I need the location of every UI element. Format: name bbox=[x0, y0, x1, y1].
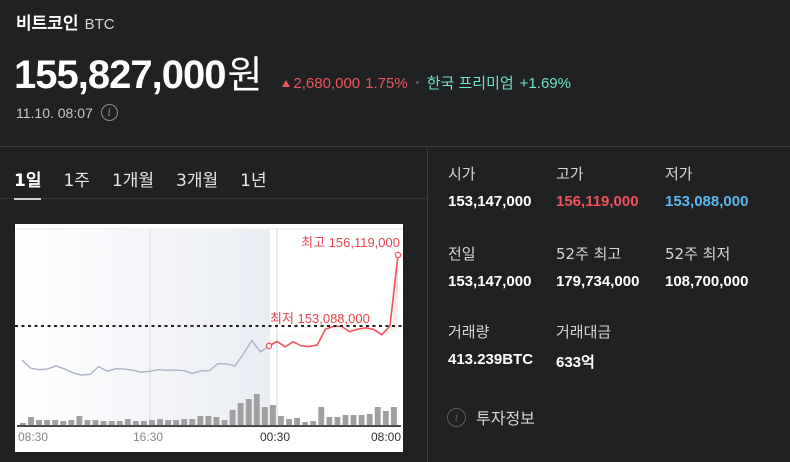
stat-prev-close-label: 전일 bbox=[448, 245, 476, 263]
tab-1year[interactable]: 1년 bbox=[240, 171, 267, 191]
stat-52w-high-value: 179,734,000 bbox=[556, 273, 640, 290]
investment-info-label: 투자정보 bbox=[476, 409, 535, 428]
stat-52w-low: 52주 최저 108,700,000 bbox=[665, 243, 748, 290]
stat-high-value: 156,119,000 bbox=[556, 193, 639, 210]
previous-session-line bbox=[21, 339, 270, 376]
price-chart-svg: 최고 156,119,000 최저 153,088,000 08:30 16:3… bbox=[15, 228, 403, 444]
volume-bars bbox=[20, 394, 397, 425]
stat-low-value: 153,088,000 bbox=[665, 193, 749, 210]
stat-volume-value: 413.239BTC bbox=[448, 351, 534, 368]
change-amount: 2,680,000 bbox=[293, 75, 361, 92]
previous-session-background bbox=[15, 230, 270, 428]
chart-panel: 1일 1주 1개월 3개월 1년 최고 156 bbox=[0, 148, 428, 462]
info-icon[interactable]: i bbox=[100, 104, 118, 121]
tab-1month[interactable]: 1개월 bbox=[111, 171, 155, 191]
stat-volume-label: 거래량 bbox=[448, 323, 490, 341]
price-row: 155,827,000 원 2,680,000 1.75% 한국 프리미엄 +1… bbox=[14, 44, 571, 99]
stat-low: 저가 153,088,000 bbox=[665, 163, 748, 210]
tab-3month[interactable]: 3개월 bbox=[176, 171, 219, 191]
stat-trade-value: 거래대금 633억 bbox=[556, 321, 611, 372]
x-tick-1: 16:30 bbox=[133, 430, 163, 444]
stat-prev-close-value: 153,147,000 bbox=[448, 273, 532, 290]
price-timestamp: 11.10. 08:07 i bbox=[16, 104, 118, 121]
up-arrow-icon bbox=[282, 80, 291, 87]
stat-open-label: 시가 bbox=[448, 165, 476, 183]
stat-52w-low-value: 108,700,000 bbox=[665, 273, 749, 290]
change-percent: 1.75% bbox=[365, 75, 408, 92]
period-tabs: 1일 1주 1개월 3개월 1년 bbox=[0, 148, 428, 200]
x-tick-3: 08:00 bbox=[371, 430, 401, 444]
investment-info-link[interactable]: i 투자정보 bbox=[447, 405, 535, 429]
stats-panel: 시가 153,147,000 고가 156,119,000 저가 153,088… bbox=[429, 148, 790, 462]
current-price: 155,827,000 bbox=[14, 53, 226, 97]
x-tick-2: 00:30 bbox=[260, 430, 290, 444]
timestamp-text: 11.10. 08:07 bbox=[16, 104, 93, 121]
high-annotation: 최고 156,119,000 bbox=[301, 235, 400, 250]
info-icon: i bbox=[447, 407, 466, 427]
coin-title: 비트코인 BTC bbox=[16, 9, 115, 34]
stat-52w-low-label: 52주 최저 bbox=[665, 245, 731, 263]
price-change: 2,680,000 1.75% 한국 프리미엄 +1.69% bbox=[282, 72, 571, 93]
stat-high: 고가 156,119,000 bbox=[556, 163, 639, 210]
stat-prev-close: 전일 153,147,000 bbox=[448, 243, 531, 290]
stat-trade-value-label: 거래대금 bbox=[556, 323, 612, 341]
price-unit: 원 bbox=[227, 53, 263, 97]
korea-premium-label: 한국 프리미엄 bbox=[426, 75, 514, 92]
stat-high-label: 고가 bbox=[556, 165, 584, 183]
x-tick-0: 08:30 bbox=[18, 430, 48, 444]
coin-symbol: BTC bbox=[84, 16, 115, 33]
stat-52w-high-label: 52주 최고 bbox=[556, 245, 622, 263]
korea-premium-value: +1.69% bbox=[519, 75, 571, 92]
current-session-line bbox=[265, 251, 402, 350]
stat-52w-high: 52주 최고 179,734,000 bbox=[556, 243, 639, 290]
stat-open: 시가 153,147,000 bbox=[448, 163, 531, 210]
coin-header: 비트코인 BTC 155,827,000 원 2,680,000 1.75% 한… bbox=[0, 0, 790, 147]
tab-1week[interactable]: 1주 bbox=[63, 171, 90, 191]
price-chart[interactable]: 최고 156,119,000 최저 153,088,000 08:30 16:3… bbox=[15, 224, 403, 452]
stat-low-label: 저가 bbox=[665, 165, 693, 183]
coin-name: 비트코인 bbox=[16, 14, 79, 34]
tab-1day[interactable]: 1일 bbox=[14, 148, 42, 200]
low-annotation: 최저 153,088,000 bbox=[270, 311, 370, 326]
separator-dot bbox=[415, 81, 419, 84]
stat-trade-value-value: 633억 bbox=[556, 354, 595, 371]
stat-open-value: 153,147,000 bbox=[448, 193, 532, 210]
stat-volume: 거래량 413.239BTC bbox=[448, 321, 533, 368]
